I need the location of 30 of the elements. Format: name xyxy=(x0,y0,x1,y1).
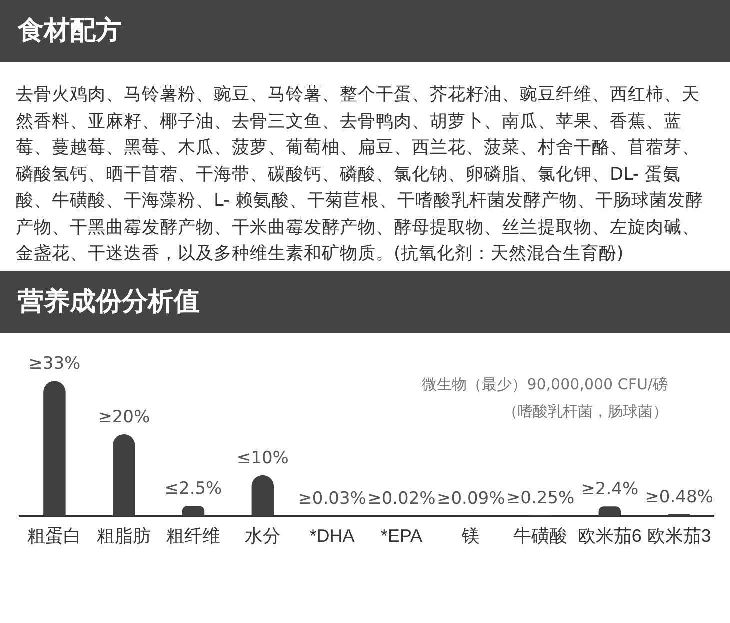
bar xyxy=(252,475,274,516)
data-label: ≥0.25% xyxy=(506,488,575,508)
x-tick-label: 镁 xyxy=(461,526,480,546)
x-tick-label: 欧米茄3 xyxy=(647,526,712,546)
x-tick-label: 粗蛋白 xyxy=(28,526,82,546)
data-label: ≤2.5% xyxy=(164,479,222,500)
bar xyxy=(182,506,205,516)
data-label: ≥0.09% xyxy=(436,488,506,509)
chart-title: 营养成份分析值 xyxy=(0,271,730,333)
x-tick-label: *EPA xyxy=(380,526,423,546)
data-label: ≥0.03% xyxy=(298,489,366,510)
bar xyxy=(598,506,622,516)
x-tick-label: 粗纤维 xyxy=(166,526,220,546)
text: 去骨火鸡肉、马铃薯粉、豌豆、马铃薯、整个干蛋、芥花籽油、豌豆纤维、西红柿、天然香料、亚麻籽、椰子油、去骨三文鱼、去骨鸭肉、胡萝卜、南瓜、苹果、香蕉、蓝莓、蔓越莓、黑莓、木瓜、菠萝、葡萄柚、扁豆、西兰花、菠菜、村舍干酪、苜蓿芽、磷酸氢钙、晒干苜蓿、干海带、碳酸钙、磷酸、氯化钠、卵磷脂、氯化钾、DL- 蛋氨酸、牛磺酸、干海藻粉、L- 赖氨酸、干菊苣根、干嗜酸乳杆菌发酵产物、干肠球菌发酵产物、干黑曲霉发酵产物、干米曲霉发酵产物、酵母提取物、丝兰提取物、左旋肉碱、金盏花、干迷迭香，以及多种维生素和矿物质。(抗氧化剂：天然混合生育酚) xyxy=(16,84,704,264)
annotation: （嗜酸乳杆菌，肠球菌） xyxy=(503,402,668,420)
x-tick-label: 粗脂肪 xyxy=(97,526,152,546)
bar xyxy=(44,381,66,516)
x-tick-label: 牛磺酸 xyxy=(514,526,568,546)
x-tick-label: *DHA xyxy=(310,526,355,546)
data-label: ≥0.48% xyxy=(645,487,714,508)
x-tick-label: 欧米茄6 xyxy=(578,526,642,546)
data-label: ≥33% xyxy=(28,354,81,374)
data-label: ≤10% xyxy=(236,448,289,468)
data-label: ≥0.02% xyxy=(368,489,436,510)
x-tick-label: 水分 xyxy=(244,526,281,546)
data-label: ≥2.4% xyxy=(581,479,639,500)
data-label: ≥20% xyxy=(98,407,150,428)
text: 食材配方 xyxy=(0,0,730,62)
bar xyxy=(112,434,136,516)
annotation: 微生物（最少）90,000,000 CFU/磅 xyxy=(422,375,668,394)
